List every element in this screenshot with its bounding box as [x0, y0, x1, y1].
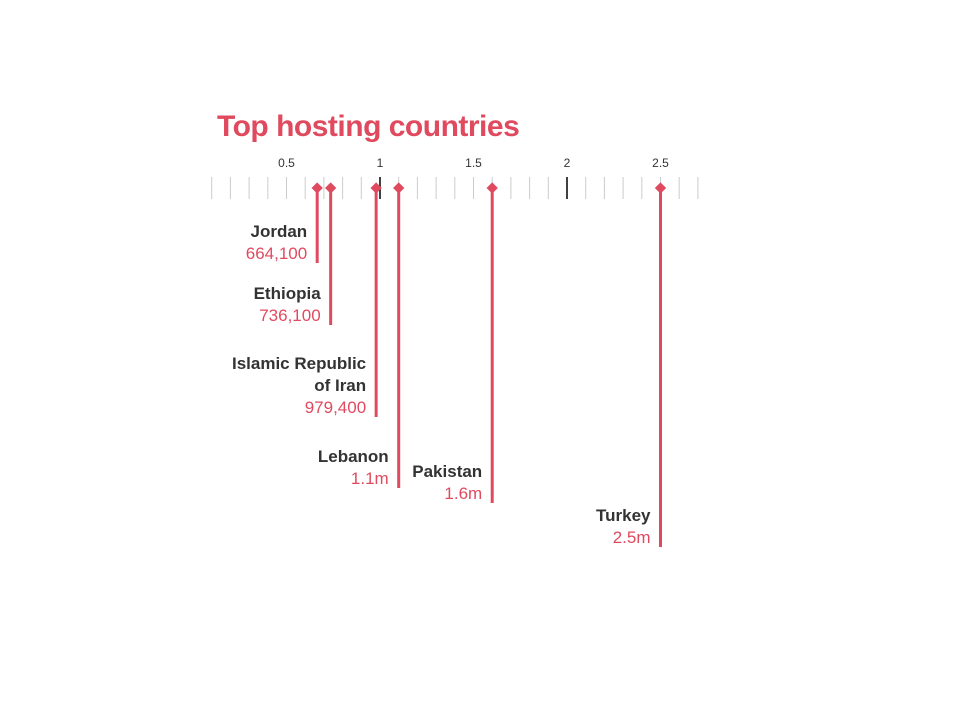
axis-tick-label: 1.5: [465, 156, 482, 170]
country-name: Pakistan: [412, 462, 483, 481]
country-name: Ethiopia: [253, 284, 321, 303]
data-point-marker: [311, 182, 323, 194]
data-label: Lebanon 1.1m: [318, 446, 389, 490]
data-label: Jordan 664,100: [246, 221, 307, 265]
axis-tick-label: 1: [377, 156, 384, 170]
data-label: Pakistan 1.6m: [412, 461, 482, 505]
data-point-marker: [654, 182, 667, 194]
value-label: 664,100: [245, 244, 308, 263]
data-label: Ethiopia 736,100: [254, 283, 321, 327]
chart-title: Top hosting countries: [217, 110, 520, 143]
data-point-marker: [370, 182, 382, 194]
value-label: 1.1m: [350, 469, 389, 488]
axis-tick-label: 0.5: [278, 156, 295, 170]
axis-tick-label: 2: [564, 156, 571, 170]
value-label: 2.5m: [612, 528, 651, 547]
country-name: Lebanon: [317, 447, 389, 466]
data-label: Islamic Republic of Iran 979,400: [232, 353, 366, 419]
data-point-marker: [393, 182, 405, 194]
value-label: 1.6m: [444, 484, 483, 503]
data-label: Turkey 2.5m: [596, 505, 651, 549]
data-point-marker: [486, 182, 498, 194]
country-name: Turkey: [596, 506, 651, 525]
value-label: 979,400: [304, 398, 367, 417]
country-name: Jordan: [250, 222, 308, 241]
value-label: 736,100: [259, 306, 321, 325]
axis-tick-label: 2.5: [652, 156, 669, 170]
country-name: Islamic Republic of Iran: [231, 354, 367, 395]
data-point-marker: [324, 182, 337, 194]
